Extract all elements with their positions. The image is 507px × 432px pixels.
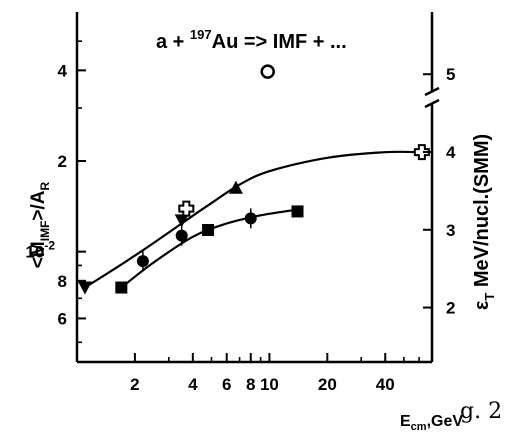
plot-frame (75, 12, 440, 364)
x-axis-title: Ecm,GeV (400, 413, 463, 432)
title-suffix: Au => IMF + ... (212, 31, 347, 53)
marker-triangle-down (77, 281, 92, 295)
marker-open-circle (260, 64, 275, 79)
marker-triangle-up (228, 180, 243, 194)
y-left-label-main: <M (28, 241, 49, 268)
x-label-main: E (400, 413, 411, 430)
y-left-axis-title: <MIMF>/AR (28, 181, 52, 268)
y-left-tick-label: 8 (58, 272, 67, 291)
x-label-sub: cm (411, 421, 427, 432)
marker-square (115, 281, 128, 294)
y-left-tick-label: 2 (58, 152, 67, 171)
y-left-tick-label: 4 (58, 61, 68, 80)
data-markers (77, 64, 430, 295)
marker-square (291, 205, 304, 218)
x-tick-label: 10 (260, 375, 279, 394)
x-tick-label: 8 (246, 375, 255, 394)
x-label-rest: ,GeV (427, 413, 464, 430)
axis-break-mark-lower (424, 98, 440, 109)
y-right-tick-label: 3 (446, 221, 455, 240)
title-prefix: a + (156, 31, 190, 53)
y-right-tick-label: 4 (446, 143, 456, 162)
fit-curve (120, 208, 298, 289)
y-left-tick-label: 6 (58, 309, 67, 328)
y-right-tick-label: 2 (446, 299, 455, 318)
x-tick-label: 2 (130, 375, 139, 394)
marker-cross (178, 200, 195, 217)
marker-square (202, 223, 215, 236)
axis-break-mark-upper (424, 86, 440, 97)
y-left-tick-exponent: -2 (44, 239, 55, 253)
title-superscript: 197 (190, 27, 212, 42)
fit-curve (84, 150, 422, 289)
marker-triangle-down (174, 214, 189, 228)
y-left-label-sub2: R (38, 181, 52, 190)
y-left-label-sub: IMF (38, 221, 52, 242)
y-left-label-rest: >/A (28, 190, 49, 220)
y-right-label-rest: MeV/nucl.(SMM) (471, 134, 493, 293)
figure-caption: g. 2 (460, 399, 502, 424)
y-right-label-sub: T (482, 293, 497, 301)
x-tick-label: 40 (376, 375, 395, 394)
y-right-label-main: ε (471, 300, 493, 310)
marker-cross (413, 144, 430, 161)
x-tick-label: 20 (318, 375, 337, 394)
x-tick-label: 4 (188, 375, 198, 394)
x-tick-label: 6 (222, 375, 231, 394)
y-right-axis-title: εT MeV/nucl.(SMM) (471, 134, 497, 310)
chart-title: a + 197Au => IMF + ... (156, 27, 347, 53)
y-right-tick-label: 5 (446, 65, 455, 84)
